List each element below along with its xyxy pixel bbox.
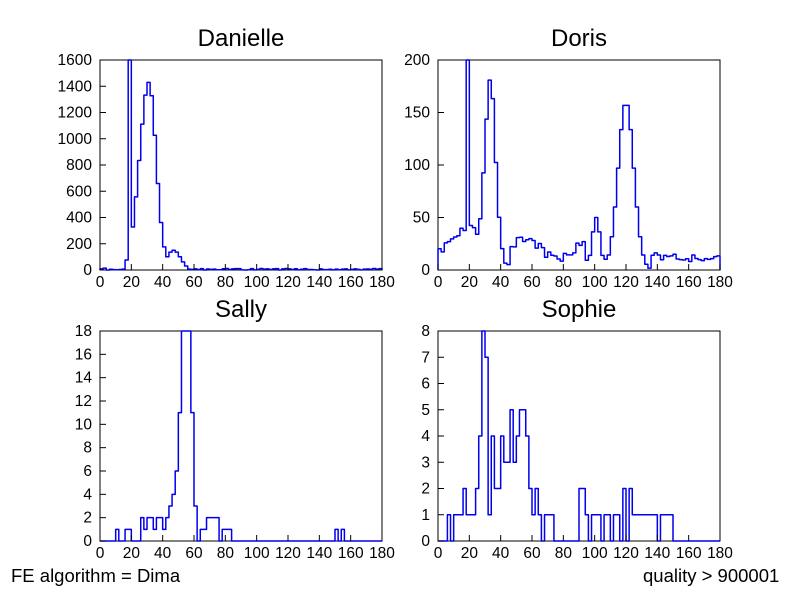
svg-text:Doris: Doris xyxy=(551,25,607,52)
svg-text:200: 200 xyxy=(404,52,430,69)
svg-text:4: 4 xyxy=(421,428,430,445)
svg-text:0: 0 xyxy=(83,533,92,550)
svg-text:100: 100 xyxy=(244,545,270,562)
svg-text:14: 14 xyxy=(75,370,93,387)
svg-text:120: 120 xyxy=(275,274,301,291)
svg-text:1000: 1000 xyxy=(58,131,93,148)
svg-text:20: 20 xyxy=(461,545,479,562)
svg-text:10: 10 xyxy=(75,416,93,433)
svg-text:60: 60 xyxy=(185,545,203,562)
svg-text:0: 0 xyxy=(96,545,105,562)
svg-text:120: 120 xyxy=(275,545,301,562)
svg-text:100: 100 xyxy=(582,545,608,562)
svg-text:180: 180 xyxy=(707,545,733,562)
svg-text:800: 800 xyxy=(66,157,92,174)
svg-text:16: 16 xyxy=(75,346,92,363)
svg-text:40: 40 xyxy=(492,545,510,562)
svg-text:100: 100 xyxy=(244,274,270,291)
svg-text:0: 0 xyxy=(421,533,430,550)
svg-text:2: 2 xyxy=(83,510,92,527)
svg-text:80: 80 xyxy=(217,274,235,291)
svg-text:3: 3 xyxy=(421,454,430,471)
svg-text:160: 160 xyxy=(338,274,364,291)
svg-text:150: 150 xyxy=(404,105,430,122)
svg-text:0: 0 xyxy=(434,545,443,562)
svg-text:140: 140 xyxy=(644,274,670,291)
svg-text:1400: 1400 xyxy=(58,78,93,95)
svg-text:7: 7 xyxy=(421,349,430,366)
svg-text:40: 40 xyxy=(492,274,510,291)
svg-text:8: 8 xyxy=(83,440,92,457)
svg-text:600: 600 xyxy=(66,183,92,200)
svg-text:1200: 1200 xyxy=(58,105,93,122)
svg-text:20: 20 xyxy=(461,274,479,291)
svg-text:6: 6 xyxy=(83,463,92,480)
svg-text:400: 400 xyxy=(66,210,92,227)
svg-text:0: 0 xyxy=(83,262,92,279)
svg-text:200: 200 xyxy=(66,236,92,253)
svg-text:1: 1 xyxy=(421,507,430,524)
svg-text:180: 180 xyxy=(369,545,395,562)
svg-text:80: 80 xyxy=(555,545,573,562)
svg-text:160: 160 xyxy=(338,545,364,562)
svg-text:20: 20 xyxy=(123,545,141,562)
svg-text:8: 8 xyxy=(421,323,430,340)
svg-text:4: 4 xyxy=(83,486,92,503)
svg-text:6: 6 xyxy=(421,376,430,393)
svg-text:140: 140 xyxy=(306,274,332,291)
svg-text:160: 160 xyxy=(676,274,702,291)
svg-text:Sophie: Sophie xyxy=(542,296,617,323)
svg-text:120: 120 xyxy=(613,545,639,562)
svg-text:18: 18 xyxy=(75,323,92,340)
svg-text:40: 40 xyxy=(154,545,172,562)
svg-text:Danielle: Danielle xyxy=(198,25,285,52)
svg-text:160: 160 xyxy=(676,545,702,562)
svg-text:180: 180 xyxy=(369,274,395,291)
svg-text:40: 40 xyxy=(154,274,172,291)
svg-text:1600: 1600 xyxy=(58,52,93,69)
svg-text:0: 0 xyxy=(96,274,105,291)
svg-text:50: 50 xyxy=(413,210,431,227)
svg-text:2: 2 xyxy=(421,481,430,498)
svg-text:140: 140 xyxy=(644,545,670,562)
svg-text:80: 80 xyxy=(217,545,235,562)
svg-text:0: 0 xyxy=(434,274,443,291)
svg-text:80: 80 xyxy=(555,274,573,291)
svg-text:180: 180 xyxy=(707,274,733,291)
svg-text:60: 60 xyxy=(523,274,541,291)
svg-text:Sally: Sally xyxy=(215,296,267,323)
svg-text:140: 140 xyxy=(306,545,332,562)
svg-text:100: 100 xyxy=(404,157,430,174)
svg-text:12: 12 xyxy=(75,393,92,410)
svg-text:120: 120 xyxy=(613,274,639,291)
svg-text:100: 100 xyxy=(582,274,608,291)
svg-text:5: 5 xyxy=(421,402,430,419)
svg-text:20: 20 xyxy=(123,274,141,291)
svg-text:60: 60 xyxy=(523,545,541,562)
svg-text:60: 60 xyxy=(185,274,203,291)
svg-text:0: 0 xyxy=(421,262,430,279)
